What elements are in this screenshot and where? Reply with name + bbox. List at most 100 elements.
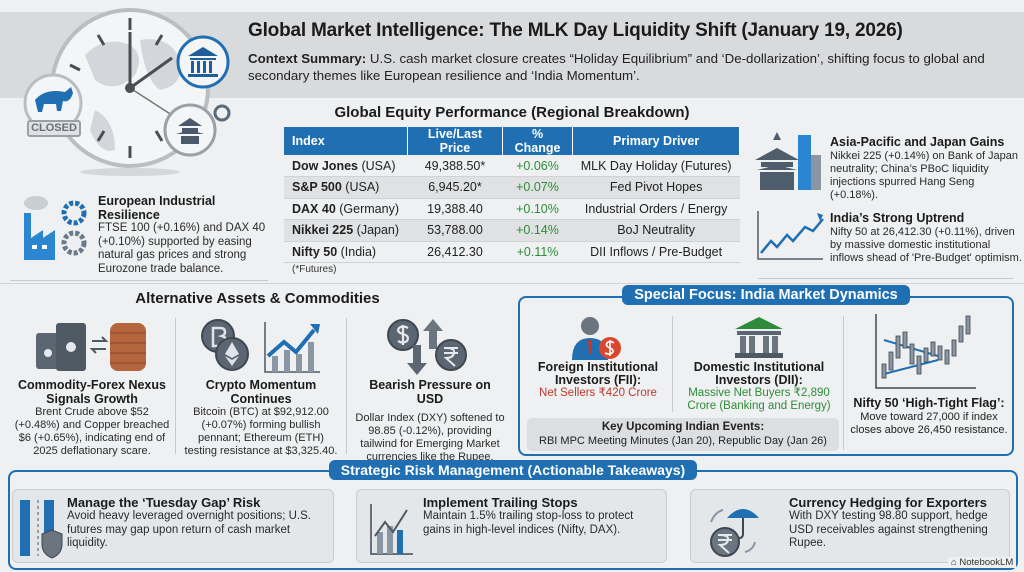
risk-card-text: Avoid heavy leveraged overnight position…: [67, 510, 311, 549]
index-region: (Germany): [339, 201, 399, 216]
index-cell: Nikkei 225 (Japan): [284, 219, 408, 242]
india-trend-title: India’s Strong Uptrend: [830, 211, 965, 225]
price-cell: 49,388.50*: [407, 155, 503, 177]
europe-text: FTSE 100 (+0.16%) and DAX 40 (+0.10%) su…: [98, 222, 266, 275]
bank-building-icon: [735, 317, 783, 358]
bank-icon: [176, 35, 230, 89]
europe-title: European Industrial Resilience: [98, 194, 216, 222]
dii-value: Massive Net Buyers ₹2,890 Crore (Banking…: [687, 387, 831, 412]
price-cell: 6,945.20*: [407, 176, 503, 199]
candle: [958, 325, 964, 343]
candle: [888, 351, 894, 371]
fii-title: Foreign Institutional Investors (FII):: [537, 360, 659, 387]
alt-item-text: Brent Crude above $52 (+0.48%) and Coppe…: [14, 406, 170, 457]
crypto-chart-icon: [201, 319, 320, 373]
change-cell: +0.06%: [502, 155, 573, 177]
equity-section-title: Global Equity Performance (Regional Brea…: [334, 104, 690, 121]
driver-cell: DII Inflows / Pre-Budget: [572, 241, 740, 263]
risk-title-wrap: Strategic Risk Management (Actionable Ta…: [8, 460, 1018, 480]
divider: [346, 318, 347, 454]
index-region: (USA): [361, 158, 396, 173]
summary-label: Context Summary:: [248, 51, 367, 66]
page-title: Global Market Intelligence: The MLK Day …: [248, 20, 903, 41]
uptrend-chart-icon: [757, 211, 824, 260]
candle: [895, 335, 901, 359]
candle: [937, 345, 943, 361]
index-region: (USA): [345, 180, 380, 195]
change-cell: +0.14%: [502, 219, 573, 242]
divider: [10, 280, 268, 281]
index-region: (Japan): [356, 223, 400, 238]
risk-card-title: Manage the ‘Tuesday Gap’ Risk: [67, 495, 261, 510]
candle: [944, 349, 950, 365]
notebooklm-watermark: ⌂ NotebookLM: [948, 557, 1017, 568]
divider: [758, 278, 1013, 279]
clock-globe-illustration: [23, 8, 231, 176]
asia-block: Asia-Pacific and Japan Gains Nikkei 225 …: [830, 135, 1022, 202]
table-row: Nikkei 225 (Japan) 53,788.00 +0.14% BoJ …: [284, 219, 740, 242]
price-cell: 19,388.40: [407, 198, 503, 220]
table-row: DAX 40 (Germany) 19,388.40 +0.10% Indust…: [284, 198, 740, 220]
alt-section-title: Alternative Assets & Commodities: [135, 290, 380, 307]
risk-card-title: Currency Hedging for Exporters: [789, 495, 987, 510]
dii-title: Domestic Institutional Investors (DII):: [693, 360, 825, 387]
dollar-rupee-arrows-icon: [387, 319, 467, 375]
futures-footnote: (*Futures): [292, 264, 337, 275]
flag-block: Nifty 50 ‘High-Tight Flag’: Move toward …: [846, 396, 1012, 437]
candle: [965, 315, 971, 335]
price-cell: 26,412.30: [407, 241, 503, 263]
india-trend-text: Nifty 50 at 26,412.30 (+0.11%), driven b…: [830, 226, 1022, 264]
summary-text: U.S. cash market closure creates “Holida…: [248, 51, 985, 83]
india-section-title: Special Focus: India Market Dynamics: [622, 285, 910, 305]
closed-badge: CLOSED: [27, 120, 81, 137]
candle: [909, 343, 915, 365]
driver-cell: Industrial Orders / Energy: [572, 198, 740, 220]
pagoda-skyline-icon: [755, 132, 821, 190]
column-header: Primary Driver: [572, 127, 740, 155]
driver-cell: MLK Day Holiday (Futures): [572, 155, 740, 177]
risk-card: Implement Trailing Stops Maintain 1.5% t…: [356, 489, 667, 563]
column-header: Index: [284, 127, 409, 155]
oil-barrels-copper-icon: [36, 323, 146, 371]
divider: [672, 316, 673, 412]
context-summary: Context Summary: U.S. cash market closur…: [248, 50, 1018, 84]
index-name: S&P 500: [292, 180, 342, 195]
index-region: (India): [340, 244, 377, 259]
index-cell: DAX 40 (Germany): [284, 198, 408, 220]
driver-cell: Fed Pivot Hopes: [572, 176, 740, 199]
umbrella-rupee-icon: [710, 509, 759, 557]
alt-item: Bearish Pressure on USD Dollar Index (DX…: [355, 378, 505, 464]
fii-value: Net Sellers ₹420 Crore: [539, 387, 657, 399]
alt-item-text: Bitcoin (BTC) at $92,912.00 (+0.07%) for…: [184, 406, 338, 457]
candle: [923, 347, 929, 363]
equity-table: Index Live/Last Price % Change Primary D…: [284, 127, 740, 263]
europe-block: European Industrial Resilience FTSE 100 …: [98, 194, 278, 276]
investor-dollar-icon: [572, 317, 621, 360]
alt-item-text: Dollar Index (DXY) softened to 98.85 (-0…: [355, 412, 505, 463]
index-cell: S&P 500 (USA): [284, 176, 408, 199]
candlestick-flag-chart-icon: [875, 314, 976, 389]
candle: [930, 341, 936, 357]
watermark-text: NotebookLM: [959, 557, 1014, 568]
index-cell: Dow Jones (USA): [284, 155, 408, 177]
change-cell: +0.07%: [502, 176, 573, 199]
price-cell: 53,788.00: [407, 219, 503, 242]
index-cell: Nifty 50 (India): [284, 241, 408, 263]
alt-item-title: Bearish Pressure on USD: [369, 378, 491, 406]
divider: [175, 318, 176, 454]
divider: [0, 283, 1024, 284]
flag-title: Nifty 50 ‘High-Tight Flag’:: [853, 396, 1005, 410]
events-text: RBI MPC Meeting Minutes (Jan 20), Republ…: [539, 435, 827, 447]
change-cell: +0.10%: [502, 198, 573, 220]
table-row: Dow Jones (USA) 49,388.50* +0.06% MLK Da…: [284, 155, 740, 177]
index-name: Dow Jones: [292, 158, 358, 173]
alt-item: Crypto Momentum Continues Bitcoin (BTC) …: [182, 378, 340, 458]
fii-block: Foreign Institutional Investors (FII): N…: [528, 361, 668, 400]
pagoda-gear-icon: [163, 103, 231, 157]
alt-item-title: Commodity-Forex Nexus Signals Growth: [18, 378, 166, 406]
candle: [916, 355, 922, 375]
risk-card: Manage the ‘Tuesday Gap’ Risk Avoid heav…: [12, 489, 334, 563]
column-header: % Change: [502, 127, 574, 155]
index-name: DAX 40: [292, 201, 336, 216]
trailing-stop-chart-icon: [370, 504, 413, 555]
